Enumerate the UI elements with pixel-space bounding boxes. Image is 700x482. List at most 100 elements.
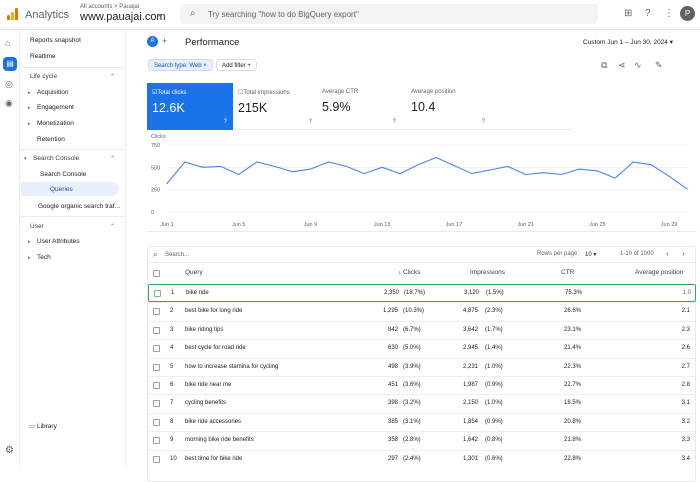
home-icon[interactable]: ⌂ <box>5 38 11 48</box>
sidebar-item-acquisition[interactable]: ▸ Acquisition <box>28 89 68 96</box>
edit-report-icon[interactable]: ⧉ <box>601 60 608 70</box>
filter-chip-search-type[interactable]: Search type: Web × <box>148 59 213 71</box>
sidebar-item-reports-snapshot[interactable]: Reports snapshot <box>30 37 81 44</box>
row-checkbox[interactable] <box>153 308 160 316</box>
row-position: 2.1 <box>681 308 690 315</box>
chevron-right-icon[interactable]: › <box>682 249 685 258</box>
sidebar-item-search-console[interactable]: Search Console <box>40 171 87 178</box>
help-icon[interactable]: ? <box>481 119 485 125</box>
sidebar-section-search-console[interactable]: ▾ Search Console <box>24 155 79 162</box>
metric-card-position[interactable]: Average position 10.4 ? <box>406 83 491 130</box>
rows-per-page-select[interactable]: 10 ▾ <box>585 252 597 258</box>
help-icon[interactable]: ? <box>392 119 396 125</box>
sidebar-item-monetization[interactable]: ▸ Monetization <box>28 120 74 127</box>
date-range-picker[interactable]: Custom Jun 1 – Jun 30, 2024 ▾ <box>583 38 673 46</box>
row-checkbox[interactable] <box>153 363 160 371</box>
row-number: 3 <box>170 326 174 333</box>
row-checkbox[interactable] <box>153 382 160 389</box>
row-clicks-pct: (3.1%) <box>403 418 421 425</box>
share-icon[interactable]: ⋖ <box>618 60 626 70</box>
sidebar-item-user-attributes[interactable]: ▸ User Attributes <box>28 238 80 245</box>
col-header-position[interactable]: Average position <box>635 269 684 276</box>
insights-icon[interactable]: ∿ <box>634 60 642 70</box>
sidebar-item-queries[interactable]: Queries <box>50 186 73 193</box>
chevron-left-icon[interactable]: ‹ <box>666 249 669 258</box>
sidebar-item-engagement[interactable]: ▸ Engagement <box>28 104 74 111</box>
add-comparison-icon[interactable]: + <box>162 36 168 46</box>
table-row[interactable]: 1 bike ride 2,350 (18.7%) 3,120 (1.5%) 75.3% 1.… <box>148 284 696 302</box>
advertising-icon[interactable]: ◉ <box>5 98 13 108</box>
table-row[interactable]: 4 best cycle for road ride 630 (5.0%) 2,945 (… <box>148 339 697 357</box>
data-point <box>202 166 204 168</box>
chevron-up-icon[interactable]: ⌃ <box>110 156 116 162</box>
property-selector[interactable]: www.pauajai.com <box>80 11 166 23</box>
col-header-query[interactable]: Query <box>185 269 203 276</box>
help-icon[interactable]: ? <box>223 119 227 125</box>
metric-card-ctr[interactable]: Average CTR 5.9% ? <box>317 83 402 130</box>
sidebar-item-library[interactable]: ▭ Library <box>29 422 57 430</box>
reports-icon[interactable]: ▤ <box>3 57 17 71</box>
sidebar-section-user[interactable]: User <box>30 223 44 230</box>
metric-card-impressions[interactable]: ☐Total impressions 215K ? <box>233 83 318 130</box>
table-row[interactable]: 8 bike ride accessories 385 (3.1%) 1,854 (0.9… <box>148 412 697 431</box>
row-clicks-pct: (5.0%) <box>403 345 421 352</box>
help-icon[interactable]: ? <box>308 119 312 125</box>
row-checkbox[interactable] <box>153 345 160 353</box>
col-header-ctr[interactable]: CTR <box>561 269 575 276</box>
data-point <box>273 165 276 168</box>
row-checkbox[interactable] <box>154 290 161 297</box>
page-title: Performance <box>185 37 240 48</box>
table-row[interactable]: 5 how to increase stamina for cycling 498 (… <box>148 357 697 376</box>
metric-label: Average position <box>411 89 456 95</box>
chevron-down-icon[interactable]: ▼ <box>157 13 164 20</box>
search-bar[interactable]: ⌕ Try searching "how to do BigQuery expo… <box>180 4 598 24</box>
customize-pen-icon[interactable]: ✎ <box>655 60 663 70</box>
row-number: 9 <box>170 437 174 444</box>
select-all-checkbox[interactable] <box>153 270 160 277</box>
row-query: best bike for long ride <box>185 308 243 315</box>
row-clicks-pct: (3.9%) <box>403 363 421 370</box>
chevron-up-icon[interactable]: ⌃ <box>110 224 116 230</box>
apps-grid-icon[interactable]: ⊞ <box>624 8 633 19</box>
data-point <box>363 172 365 175</box>
help-icon[interactable]: ? <box>645 8 651 19</box>
table-row[interactable]: 7 cycling benefits 398 (3.2%) 2,150 (1.0%) 18.… <box>148 394 697 412</box>
row-impressions-pct: (1.5%) <box>486 290 504 296</box>
table-row[interactable]: 9 morning bike ride benefits 358 (2.8%) 1,64… <box>148 431 697 449</box>
chevron-up-icon[interactable]: ⌃ <box>110 74 116 80</box>
breadcrumb[interactable]: All accounts > Pauajai <box>80 4 140 10</box>
avatar[interactable]: P <box>680 6 695 21</box>
row-checkbox[interactable] <box>153 400 160 408</box>
close-icon[interactable]: × <box>203 63 207 69</box>
metric-card-clicks[interactable]: ☑Total clicks 12.6K ? <box>147 83 233 130</box>
sidebar-item-tech[interactable]: ▸ Tech <box>28 254 51 261</box>
row-checkbox[interactable] <box>153 437 160 445</box>
row-checkbox[interactable] <box>153 418 160 426</box>
row-position: 2.7 <box>681 363 690 370</box>
row-number: 10 <box>170 455 177 462</box>
col-header-clicks[interactable]: ↓ Clicks <box>398 269 421 276</box>
row-checkbox[interactable] <box>153 326 160 334</box>
date-range-label: Custom Jun 1 – Jun 30, 2024 <box>583 39 668 46</box>
col-header-impressions[interactable]: Impressions <box>470 269 506 276</box>
sidebar-item-google-organic[interactable]: Google organic search traf... <box>38 203 121 210</box>
comparison-badge[interactable]: A <box>147 36 158 47</box>
row-checkbox[interactable] <box>153 455 160 463</box>
table-row[interactable]: 10 best time for bike ride 297 (2.4%) 1,301 (… <box>148 449 697 468</box>
table-row[interactable]: 3 bike riding tips 842 (6.7%) 3,642 (1.7%) 23.… <box>148 320 697 339</box>
explore-icon[interactable]: ◎ <box>5 79 13 89</box>
row-clicks-pct: (2.4%) <box>403 455 421 462</box>
settings-gear-icon[interactable]: ⚙ <box>5 445 14 456</box>
sidebar-section-lifecycle[interactable]: Life cycle <box>30 73 58 80</box>
more-vert-icon[interactable]: ⋮ <box>664 8 674 19</box>
sidebar-item-realtime[interactable]: Realtime <box>30 53 56 60</box>
table-search-input[interactable]: Search... <box>165 252 190 258</box>
add-filter-button[interactable]: Add filter + <box>216 59 257 71</box>
x-tick-label: Jun 13 <box>374 222 391 228</box>
row-clicks: 385 <box>387 418 398 425</box>
table-row[interactable]: 2 best bike for long ride 1,295 (10.3%) 4,87… <box>148 302 697 320</box>
app-title: Analytics <box>25 9 70 21</box>
sidebar-item-retention[interactable]: Retention <box>37 136 65 143</box>
table-row[interactable]: 6 bike ride near me 451 (3.6%) 1,987 (0.9%) 22… <box>148 376 697 394</box>
data-point <box>489 169 491 171</box>
